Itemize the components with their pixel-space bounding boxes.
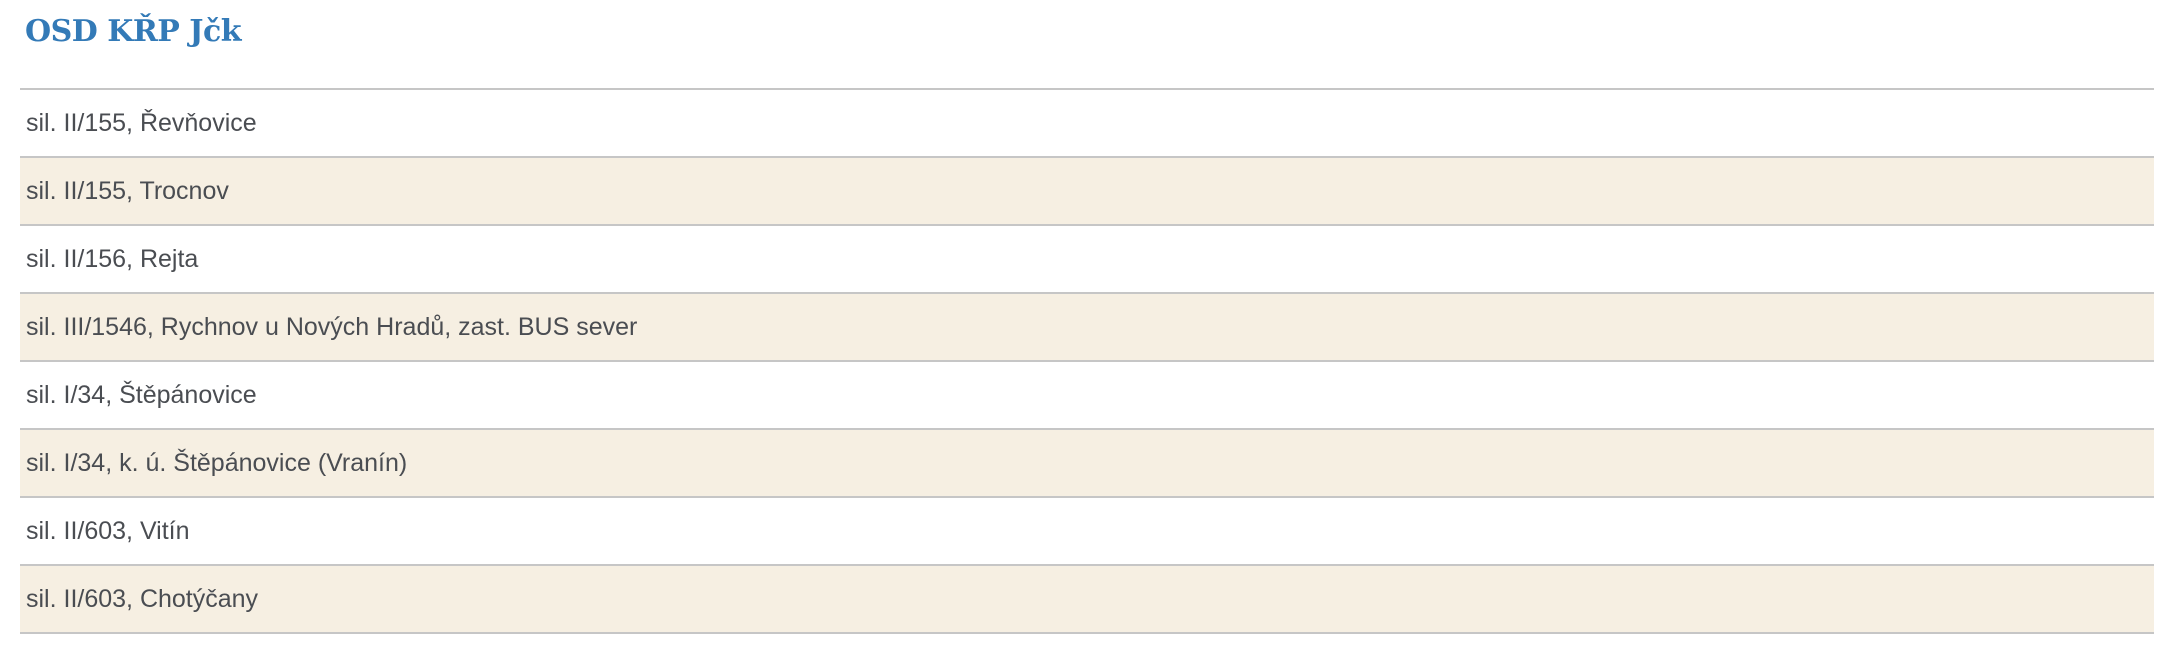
list-item: sil. II/156, Rejta [20, 226, 2154, 294]
list-item: sil. II/603, Chotýčany [20, 566, 2154, 634]
location-list: sil. II/155, Řevňovice sil. II/155, Troc… [20, 88, 2154, 634]
list-item: sil. II/155, Trocnov [20, 158, 2154, 226]
list-item: sil. III/1546, Rychnov u Nových Hradů, z… [20, 294, 2154, 362]
list-item: sil. I/34, Štěpánovice [20, 362, 2154, 430]
section-title: OSD KŘP Jčk [25, 14, 242, 49]
list-item: sil. II/155, Řevňovice [20, 90, 2154, 158]
list-item: sil. II/603, Vitín [20, 498, 2154, 566]
list-item: sil. I/34, k. ú. Štěpánovice (Vranín) [20, 430, 2154, 498]
